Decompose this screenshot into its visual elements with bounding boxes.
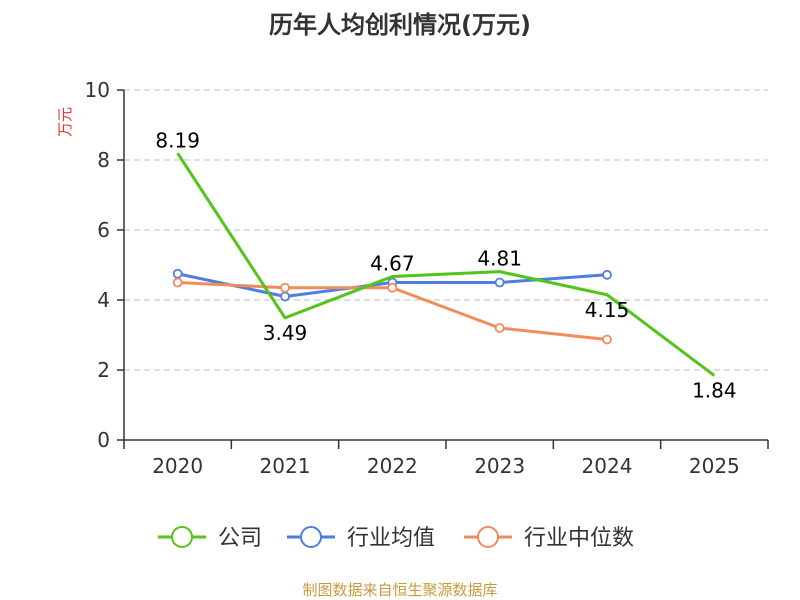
data-label: 8.19 (155, 128, 200, 152)
legend-label: 行业均值 (347, 526, 435, 551)
data-point (280, 291, 290, 302)
y-tick-label: 0 (97, 428, 110, 452)
legend-marker (171, 526, 193, 548)
series-line (176, 152, 716, 377)
y-tick-label: 8 (97, 148, 110, 172)
y-tick-label: 10 (85, 78, 110, 102)
data-point (602, 269, 612, 280)
y-tick-label: 2 (97, 358, 110, 382)
legend-label: 行业中位数 (524, 526, 634, 551)
y-axis-unit: 万元 (56, 107, 74, 137)
x-tick-labels: 2020 2021 2022 2023 2024 2025 (152, 454, 740, 478)
legend-label: 公司 (218, 526, 262, 551)
data-label: 4.15 (585, 298, 630, 322)
legend-marker (477, 526, 499, 548)
legend-item-3: 行业中位数 (464, 526, 634, 551)
series-lines (172, 152, 716, 377)
grid-lines (124, 89, 768, 371)
chart-title: 历年人均创利情况(万元) (269, 11, 531, 39)
source-note: 制图数据来自恒生聚源数据库 (302, 581, 497, 599)
data-point (172, 268, 183, 279)
series-1 (176, 152, 716, 377)
data-point (494, 323, 505, 333)
data-point (387, 282, 398, 293)
data-point (494, 277, 505, 288)
data-labels: 8.19 3.49 4.67 4.81 4.15 1.84 (155, 128, 736, 402)
data-label: 3.49 (263, 321, 308, 345)
x-tick-label: 2024 (582, 454, 633, 478)
data-point (172, 277, 183, 288)
x-tick-label: 2023 (474, 454, 525, 478)
series-3 (172, 277, 612, 345)
data-label: 4.81 (477, 247, 522, 271)
y-tick-label: 6 (97, 218, 110, 242)
axes (117, 89, 769, 449)
data-label: 4.67 (370, 252, 415, 276)
data-point (280, 282, 290, 293)
y-tick-label: 4 (97, 288, 110, 312)
x-tick-label: 2021 (260, 454, 311, 478)
y-tick-labels: 0 2 4 6 8 10 (85, 78, 110, 452)
data-point (602, 334, 612, 345)
legend-marker (300, 526, 322, 548)
legend: 公司 行业均值 行业中位数 (158, 526, 634, 551)
legend-item-1: 公司 (158, 526, 262, 551)
legend-item-2: 行业均值 (287, 526, 435, 551)
x-tick-label: 2025 (689, 454, 740, 478)
x-tick-label: 2022 (367, 454, 418, 478)
x-tick-label: 2020 (152, 454, 203, 478)
data-label: 1.84 (692, 379, 737, 403)
